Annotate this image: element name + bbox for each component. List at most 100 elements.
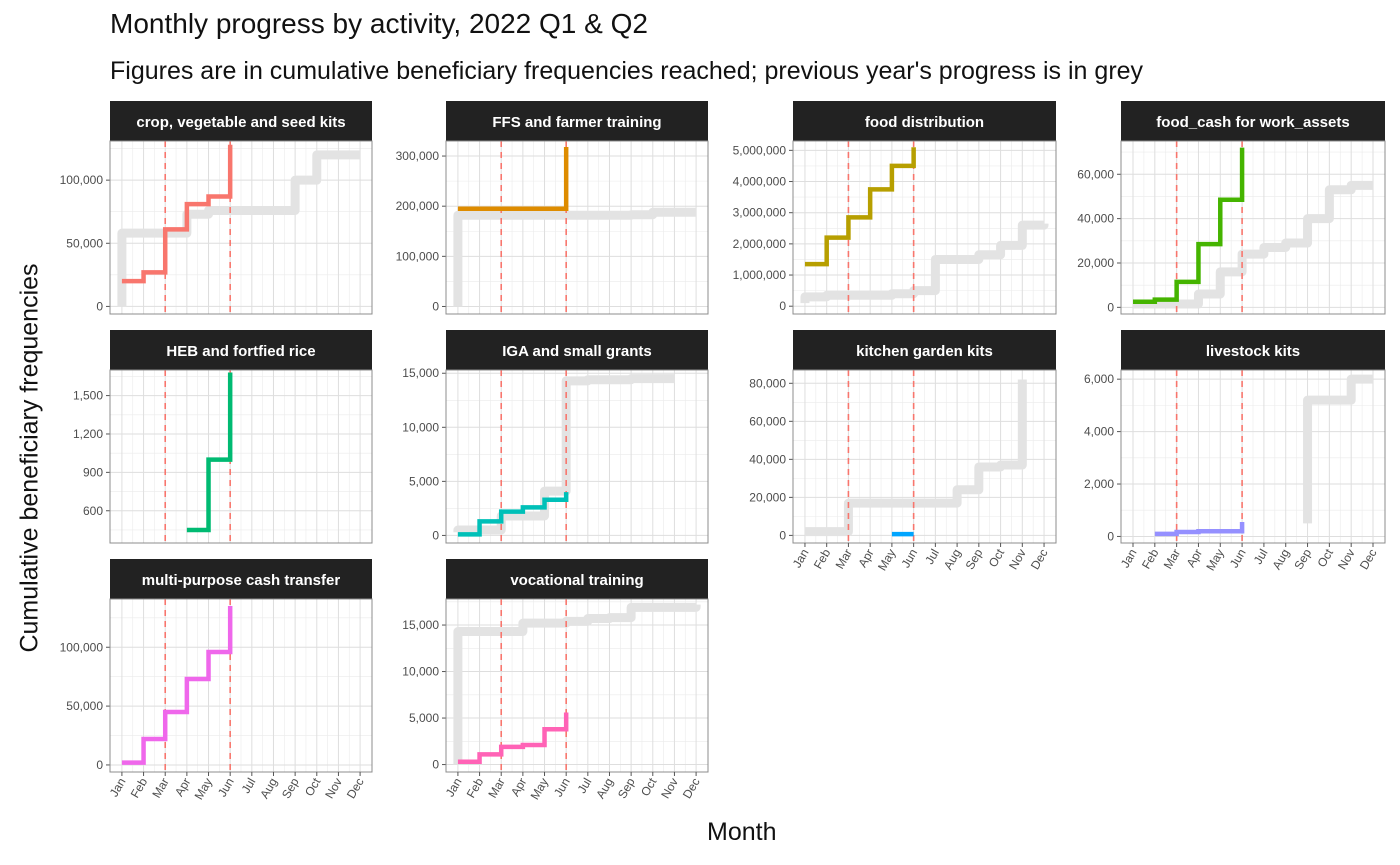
x-tick-label: Mar — [833, 547, 855, 572]
x-tick-label: Nov — [1335, 547, 1358, 572]
facet-panel: IGA and small grants 0 5,000 10,000 15,000 — [402, 330, 709, 544]
x-tick-label: Oct — [638, 775, 660, 799]
y-tick-label: 4,000,000 — [733, 175, 787, 189]
x-tick-label: Jan — [107, 776, 129, 800]
facet-strip — [793, 330, 1056, 370]
y-tick-label: 600 — [83, 504, 103, 518]
current-year-line — [457, 712, 569, 765]
previous-year-line — [453, 207, 697, 307]
y-tick-label: 300,000 — [396, 149, 440, 163]
y-tick-label: 200,000 — [396, 199, 440, 213]
y-tick-label: 1,500 — [73, 389, 103, 403]
y-tick-label: 0 — [96, 758, 103, 772]
x-tick-label: Apr — [172, 776, 193, 799]
previous-year-line — [1303, 374, 1373, 524]
facet-panel: vocational training 0 5,000 10,000 15,000 Jan… — [402, 559, 709, 803]
facet-strip — [446, 330, 708, 370]
facet-title: kitchen garden kits — [856, 343, 993, 360]
y-tick-label: 60,000 — [1077, 167, 1114, 181]
facet-strip — [1121, 330, 1385, 370]
x-tick-label: Sep — [1291, 546, 1314, 572]
x-tick-label: Sep — [279, 775, 302, 801]
y-tick-label: 20,000 — [1077, 256, 1114, 270]
y-tick-label: 40,000 — [749, 452, 786, 466]
facet-strip — [110, 559, 372, 599]
x-tick-label: Jan — [790, 547, 812, 571]
y-tick-label: 10,000 — [402, 665, 439, 679]
facet-title: FFS and farmer training — [492, 114, 661, 131]
facet-strip — [1121, 101, 1385, 141]
facet-strip — [446, 559, 708, 599]
y-tick-label: 6,000 — [1084, 372, 1114, 386]
x-tick-label: Feb — [1139, 546, 1162, 571]
facet-panel: food_cash for work_assets 0 20,000 40,000 60… — [1077, 101, 1386, 315]
panel-border — [1120, 140, 1386, 315]
x-tick-label: May — [192, 776, 215, 803]
y-tick-label: 15,000 — [402, 618, 439, 632]
y-tick-label: 50,000 — [66, 236, 103, 250]
x-tick-label: Jan — [1118, 547, 1140, 571]
x-tick-label: Apr — [855, 547, 876, 570]
x-tick-label: Feb — [464, 775, 487, 800]
x-tick-label: Jun — [551, 776, 573, 800]
current-year-line — [457, 492, 569, 537]
facet-panel: kitchen garden kits 0 20,000 40,000 60,000 80… — [749, 330, 1057, 573]
y-tick-label: 0 — [779, 299, 786, 313]
panel-border — [109, 140, 373, 315]
y-tick-label: 80,000 — [749, 376, 786, 390]
y-tick-label: 100,000 — [60, 173, 104, 187]
current-year-line — [1154, 522, 1245, 537]
previous-year-line — [1133, 180, 1373, 309]
x-tick-label: Dec — [1357, 547, 1380, 572]
y-tick-label: 5,000 — [409, 474, 439, 488]
panel-border — [109, 369, 373, 544]
x-tick-label: May — [1203, 547, 1226, 574]
y-tick-label: 0 — [1107, 300, 1114, 314]
x-tick-label: Dec — [344, 776, 367, 801]
x-tick-label: Mar — [149, 776, 171, 801]
x-tick-label: Oct — [986, 546, 1008, 570]
panel-border — [1120, 369, 1386, 544]
x-tick-label: Apr — [1184, 547, 1205, 570]
facet-title: livestock kits — [1206, 343, 1300, 360]
x-tick-label: Dec — [680, 776, 703, 801]
facet-panel: HEB and fortfied rice 600 900 1,200 1,500 — [73, 330, 373, 544]
facet-panel: FFS and farmer training 0 100,000 200,000 30… — [396, 101, 709, 315]
x-tick-label: Jul — [922, 547, 942, 567]
x-tick-label: Nov — [1006, 547, 1029, 572]
y-tick-label: 100,000 — [396, 249, 440, 263]
x-tick-label: Aug — [593, 776, 616, 801]
y-tick-label: 0 — [96, 299, 103, 313]
x-tick-label: May — [528, 776, 551, 803]
current-year-line — [121, 606, 233, 765]
x-tick-label: Aug — [1270, 547, 1293, 572]
y-tick-label: 3,000,000 — [733, 206, 787, 220]
y-tick-label: 0 — [1107, 529, 1114, 543]
current-year-line — [1133, 147, 1245, 305]
y-tick-label: 2,000,000 — [733, 237, 787, 251]
y-tick-label: 1,000,000 — [733, 268, 787, 282]
x-tick-label: Mar — [1161, 547, 1183, 572]
x-tick-label: Oct — [302, 775, 324, 799]
current-year-line — [804, 147, 916, 267]
facet-strip — [793, 101, 1056, 141]
previous-year-line — [800, 220, 1049, 304]
x-tick-label: Feb — [128, 775, 151, 800]
y-tick-label: 10,000 — [402, 420, 439, 434]
x-tick-label: Apr — [508, 776, 529, 799]
x-tick-label: Feb — [811, 546, 834, 571]
panel-border — [792, 140, 1057, 315]
y-tick-label: 4,000 — [1084, 425, 1114, 439]
y-tick-label: 0 — [432, 528, 439, 542]
y-tick-label: 15,000 — [402, 366, 439, 380]
facet-title: HEB and fortfied rice — [166, 343, 315, 360]
panel-border — [445, 140, 709, 315]
y-tick-label: 5,000 — [409, 711, 439, 725]
x-tick-label: Nov — [322, 776, 345, 801]
facet-panel: food distribution 0 1,000,000 2,000,000 3,00… — [733, 101, 1057, 315]
facet-title: vocational training — [510, 572, 643, 589]
y-tick-label: 60,000 — [749, 414, 786, 428]
facet-strip — [110, 101, 372, 141]
y-tick-label: 50,000 — [66, 699, 103, 713]
